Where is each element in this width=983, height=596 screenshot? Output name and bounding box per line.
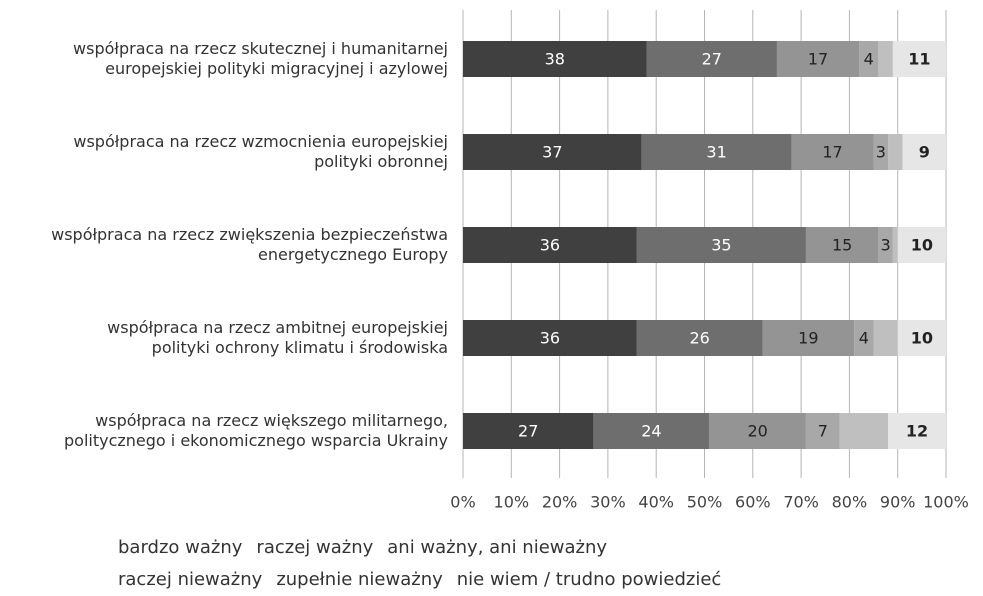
bar-segment [636,320,763,356]
bar-segment [776,41,860,77]
legend-label: zupełnie nieważny [276,569,443,590]
bar-segment [902,134,946,170]
data-label: 4 [864,50,874,69]
data-label: 15 [832,236,852,255]
data-label: 7 [818,422,828,441]
category-label: współpraca na rzecz większego militarneg… [64,411,448,450]
x-tick-label: 0% [450,493,475,512]
category-label: współpraca na rzecz ambitnej europejskie… [107,318,448,357]
bar-segment [641,134,792,170]
bar-segment [892,227,898,263]
bar-segment [892,41,946,77]
legend-item: raczej nieważny [118,569,262,590]
legend-item: ani ważny, ani nieważny [387,537,607,558]
category-label: współpraca na rzecz zwiększenia bezpiecz… [51,225,448,264]
legend-item: nie wiem / trudno powiedzieć [457,569,722,590]
bar-segment [709,413,806,449]
bar-segment [463,320,637,356]
legend-label: raczej ważny [256,537,374,558]
x-tick-label: 20% [542,493,578,512]
legend: raczej nieważny zupełnie nieważny nie wiem… [118,569,721,590]
data-label: 3 [881,236,891,255]
x-tick-label: 90% [880,493,916,512]
legend-label: nie wiem / trudno powiedzieć [456,569,722,590]
category-label: współpraca na rzecz skutecznej i humanit… [73,39,448,78]
bar-segment [878,227,893,263]
legend-label: bardzo ważny [118,537,243,558]
legend-label: raczej nieważny [118,569,263,590]
bar-segment [897,227,946,263]
x-tick-label: 10% [494,493,530,512]
bar-segment [888,413,946,449]
data-label: 11 [908,50,930,69]
data-label: 10 [911,236,933,255]
data-label: 3 [876,143,886,162]
data-label: 24 [641,422,661,441]
bar-segment [791,134,874,170]
data-label: 20 [747,422,767,441]
bar-segment [805,413,840,449]
data-label: 9 [919,143,930,162]
x-tick-label: 80% [832,493,868,512]
bar-segment [636,227,806,263]
bar-segment [463,134,642,170]
bar-segment [888,134,903,170]
x-tick-label: 100% [923,493,969,512]
bar-segment [762,320,855,356]
data-label: 10 [911,329,933,348]
x-tick-label: 60% [735,493,771,512]
bar-segment [859,41,879,77]
data-label: 37 [542,143,562,162]
bar-segment [878,41,893,77]
legend: bardzo ważny raczej ważny ani ważny, ani n… [118,537,607,558]
category-label: współpraca na rzecz wzmocnienia europejs… [73,132,448,171]
data-label: 26 [689,329,709,348]
bar-segment [463,41,647,77]
data-label: 36 [540,236,560,255]
x-tick-label: 70% [783,493,819,512]
data-label: 12 [906,422,928,441]
bar-segment [593,413,710,449]
data-label: 19 [798,329,818,348]
bar-segment [839,413,889,449]
x-tick-label: 30% [590,493,626,512]
data-label: 27 [702,50,722,69]
bar-segment [646,41,777,77]
x-tick-label: 50% [687,493,723,512]
bar-segment [897,320,946,356]
bar-segment [873,134,889,170]
data-label: 35 [711,236,731,255]
data-label: 38 [545,50,565,69]
data-label: 4 [859,329,869,348]
bar-segment [463,227,637,263]
bar-segment [463,413,594,449]
x-tick-label: 40% [638,493,674,512]
legend-label: ani ważny, ani nieważny [387,537,608,558]
legend-item: zupełnie nieważny [276,569,442,590]
data-label: 31 [706,143,726,162]
bar-segment [854,320,874,356]
data-label: 36 [540,329,560,348]
legend-item: raczej ważny [256,537,373,558]
data-label: 27 [518,422,538,441]
data-label: 17 [808,50,828,69]
bar-segment [873,320,898,356]
data-label: 17 [822,143,842,162]
legend-item: bardzo ważny [118,537,242,558]
bar-segment [805,227,879,263]
